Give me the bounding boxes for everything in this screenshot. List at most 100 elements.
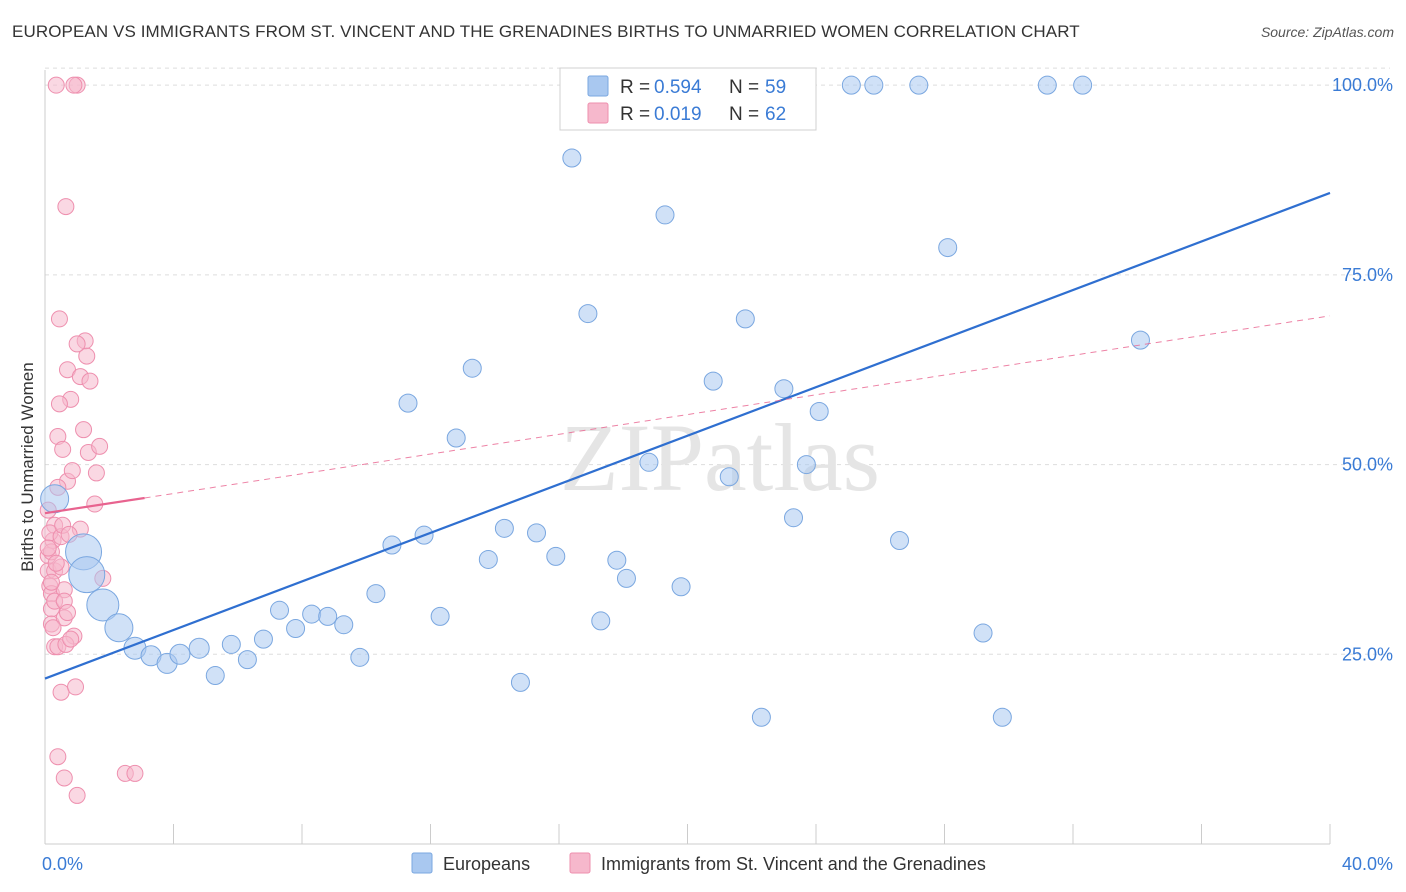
immigrants-trend-line bbox=[44, 496, 145, 515]
europeans-point-9 bbox=[188, 637, 210, 659]
europeans-point-18 bbox=[334, 615, 354, 635]
immigrants-point-51 bbox=[39, 539, 57, 557]
immigrants-point-14 bbox=[52, 683, 70, 701]
legend-r-value-2: 0.019 bbox=[654, 104, 702, 125]
legend-box: R = 0.594 N = 59 R = 0.019 N = 62 bbox=[559, 67, 817, 131]
europeans-point-56 bbox=[1073, 75, 1093, 95]
europeans-point-4 bbox=[104, 613, 134, 643]
europeans-point-46 bbox=[796, 455, 816, 475]
europeans-point-36 bbox=[616, 568, 636, 588]
bottom-legend-label-immigrants: Immigrants from St. Vincent and the Gren… bbox=[601, 854, 986, 874]
europeans-series bbox=[40, 75, 1150, 727]
europeans-point-30 bbox=[527, 523, 547, 543]
europeans-point-11 bbox=[221, 634, 241, 654]
immigrants-point-18 bbox=[57, 198, 75, 216]
europeans-trend-line bbox=[44, 191, 1331, 680]
europeans-point-48 bbox=[841, 75, 861, 95]
legend-n-label-1: N = bbox=[729, 77, 759, 98]
watermark: ZIPatlas bbox=[560, 404, 880, 511]
europeans-point-16 bbox=[302, 604, 322, 624]
europeans-point-47 bbox=[809, 401, 829, 421]
europeans-point-44 bbox=[774, 379, 794, 399]
europeans-point-38 bbox=[655, 205, 675, 225]
immigrants-point-57 bbox=[44, 619, 62, 637]
immigrants-point-52 bbox=[42, 573, 60, 591]
europeans-point-51 bbox=[909, 75, 929, 95]
europeans-point-41 bbox=[719, 467, 739, 487]
europeans-point-31 bbox=[546, 546, 566, 566]
europeans-point-40 bbox=[703, 371, 723, 391]
europeans-point-12 bbox=[237, 650, 257, 670]
immigrants-point-12 bbox=[49, 748, 67, 766]
europeans-point-50 bbox=[890, 530, 910, 550]
europeans-point-17 bbox=[318, 606, 338, 626]
y-tick-label-1: 50.0% bbox=[1342, 455, 1393, 475]
immigrants-point-48 bbox=[68, 335, 86, 353]
europeans-point-42 bbox=[735, 309, 755, 329]
legend-swatch-europeans bbox=[587, 75, 609, 97]
grid-lines bbox=[45, 67, 1390, 655]
immigrants-series bbox=[39, 76, 144, 804]
europeans-point-0 bbox=[40, 484, 70, 514]
immigrants-point-33 bbox=[81, 372, 99, 390]
y-tick-label-2: 75.0% bbox=[1342, 265, 1393, 285]
immigrants-point-24 bbox=[67, 678, 85, 696]
europeans-point-19 bbox=[350, 647, 370, 667]
legend-n-value-1: 59 bbox=[765, 77, 786, 98]
europeans-point-15 bbox=[286, 618, 306, 638]
legend-r-label-2: R = bbox=[620, 104, 650, 125]
source-label: Source: ZipAtlas.com bbox=[1260, 24, 1394, 40]
x-tick-label-max: 40.0% bbox=[1342, 854, 1393, 874]
immigrants-point-50 bbox=[126, 764, 144, 782]
europeans-point-8 bbox=[169, 643, 191, 665]
europeans-point-26 bbox=[462, 358, 482, 378]
immigrants-point-22 bbox=[63, 462, 81, 480]
europeans-point-29 bbox=[510, 672, 530, 692]
immigrants-point-36 bbox=[91, 437, 109, 455]
europeans-point-52 bbox=[938, 238, 958, 258]
europeans-point-27 bbox=[478, 549, 498, 569]
europeans-point-22 bbox=[398, 393, 418, 413]
immigrants-point-17 bbox=[55, 769, 73, 787]
immigrants-point-29 bbox=[75, 421, 93, 439]
bottom-legend: Europeans Immigrants from St. Vincent an… bbox=[411, 852, 986, 874]
immigrants-point-61 bbox=[62, 630, 80, 648]
immigrants-point-47 bbox=[65, 76, 83, 94]
europeans-point-39 bbox=[671, 577, 691, 597]
europeans-point-20 bbox=[366, 584, 386, 604]
europeans-point-49 bbox=[864, 75, 884, 95]
legend-n-value-2: 62 bbox=[765, 104, 786, 125]
europeans-point-24 bbox=[430, 606, 450, 626]
bottom-legend-swatch-immigrants bbox=[569, 852, 591, 874]
x-tick-label-min: 0.0% bbox=[42, 854, 83, 874]
europeans-point-10 bbox=[205, 666, 225, 686]
legend-swatch-immigrants bbox=[587, 102, 609, 124]
immigrants-point-13 bbox=[50, 310, 68, 328]
y-axis-label: Births to Unmarried Women bbox=[18, 362, 37, 571]
immigrants-point-58 bbox=[47, 554, 65, 572]
europeans-point-35 bbox=[607, 550, 627, 570]
europeans-point-25 bbox=[446, 428, 466, 448]
europeans-point-13 bbox=[253, 629, 273, 649]
y-tick-label-3: 100.0% bbox=[1332, 75, 1393, 95]
europeans-point-2 bbox=[68, 556, 106, 594]
europeans-point-45 bbox=[784, 508, 804, 528]
europeans-point-32 bbox=[562, 148, 582, 168]
europeans-point-33 bbox=[578, 304, 598, 324]
immigrants-point-10 bbox=[47, 76, 65, 94]
legend-n-label-2: N = bbox=[729, 104, 759, 125]
trend-lines bbox=[44, 191, 1331, 680]
europeans-point-3 bbox=[86, 588, 120, 622]
bottom-legend-swatch-europeans bbox=[411, 852, 433, 874]
europeans-point-37 bbox=[639, 452, 659, 472]
immigrants-point-55 bbox=[50, 395, 68, 413]
europeans-point-14 bbox=[270, 600, 290, 620]
legend-r-value-1: 0.594 bbox=[654, 77, 702, 98]
immigrants-point-60 bbox=[58, 604, 76, 622]
chart-title: EUROPEAN VS IMMIGRANTS FROM ST. VINCENT … bbox=[12, 22, 1080, 41]
europeans-point-43 bbox=[751, 707, 771, 727]
immigrants-trend-extension bbox=[144, 315, 1331, 499]
europeans-point-28 bbox=[494, 518, 514, 538]
immigrants-point-25 bbox=[68, 786, 86, 804]
